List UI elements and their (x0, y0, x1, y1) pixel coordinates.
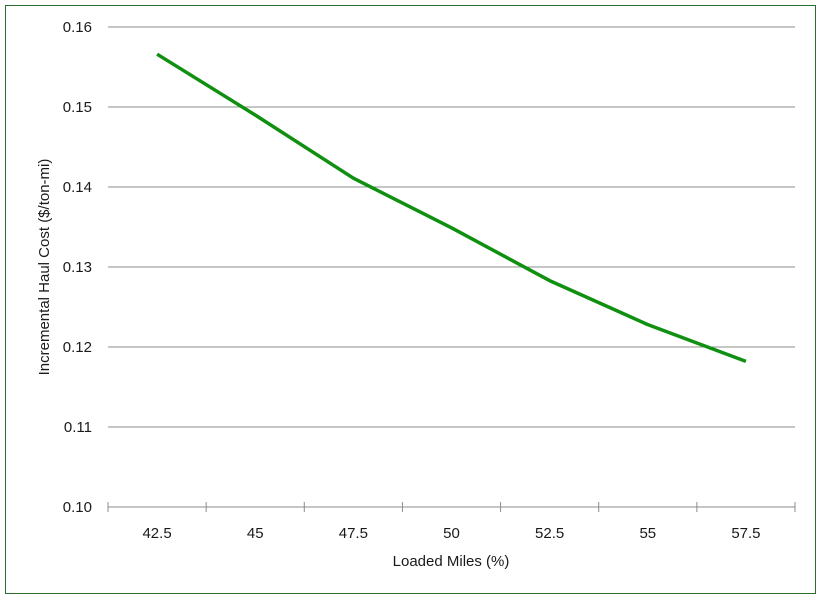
series-line (156, 52, 747, 364)
x-axis-ticks: 42.5 45 47.5 50 52.5 55 57.5 (142, 525, 760, 542)
y-tick-label: 0.16 (63, 19, 92, 36)
chart-frame (5, 5, 816, 594)
y-tick-label: 0.10 (63, 499, 92, 516)
x-tick-label: 57.5 (731, 525, 760, 542)
x-tick-label: 52.5 (535, 525, 564, 542)
x-tick-label: 42.5 (142, 525, 171, 542)
y-axis-title: Incremental Haul Cost ($/ton-mi) (36, 159, 53, 376)
x-axis (107, 502, 796, 512)
y-tick-label: 0.14 (63, 179, 92, 196)
y-tick-label: 0.15 (63, 99, 92, 116)
gridlines (108, 26, 795, 428)
x-tick-label: 45 (247, 525, 264, 542)
x-axis-title: Loaded Miles (%) (393, 553, 510, 570)
y-tick-label: 0.12 (63, 339, 92, 356)
y-tick-label: 0.13 (63, 259, 92, 276)
y-tick-label: 0.11 (64, 419, 92, 436)
y-axis-ticks: 0.10 0.11 0.12 0.13 0.14 0.15 0.16 (63, 19, 92, 516)
x-tick-label: 55 (639, 525, 656, 542)
series-layer (156, 52, 747, 364)
x-tick-label: 47.5 (339, 525, 368, 542)
x-tick-label: 50 (443, 525, 460, 542)
